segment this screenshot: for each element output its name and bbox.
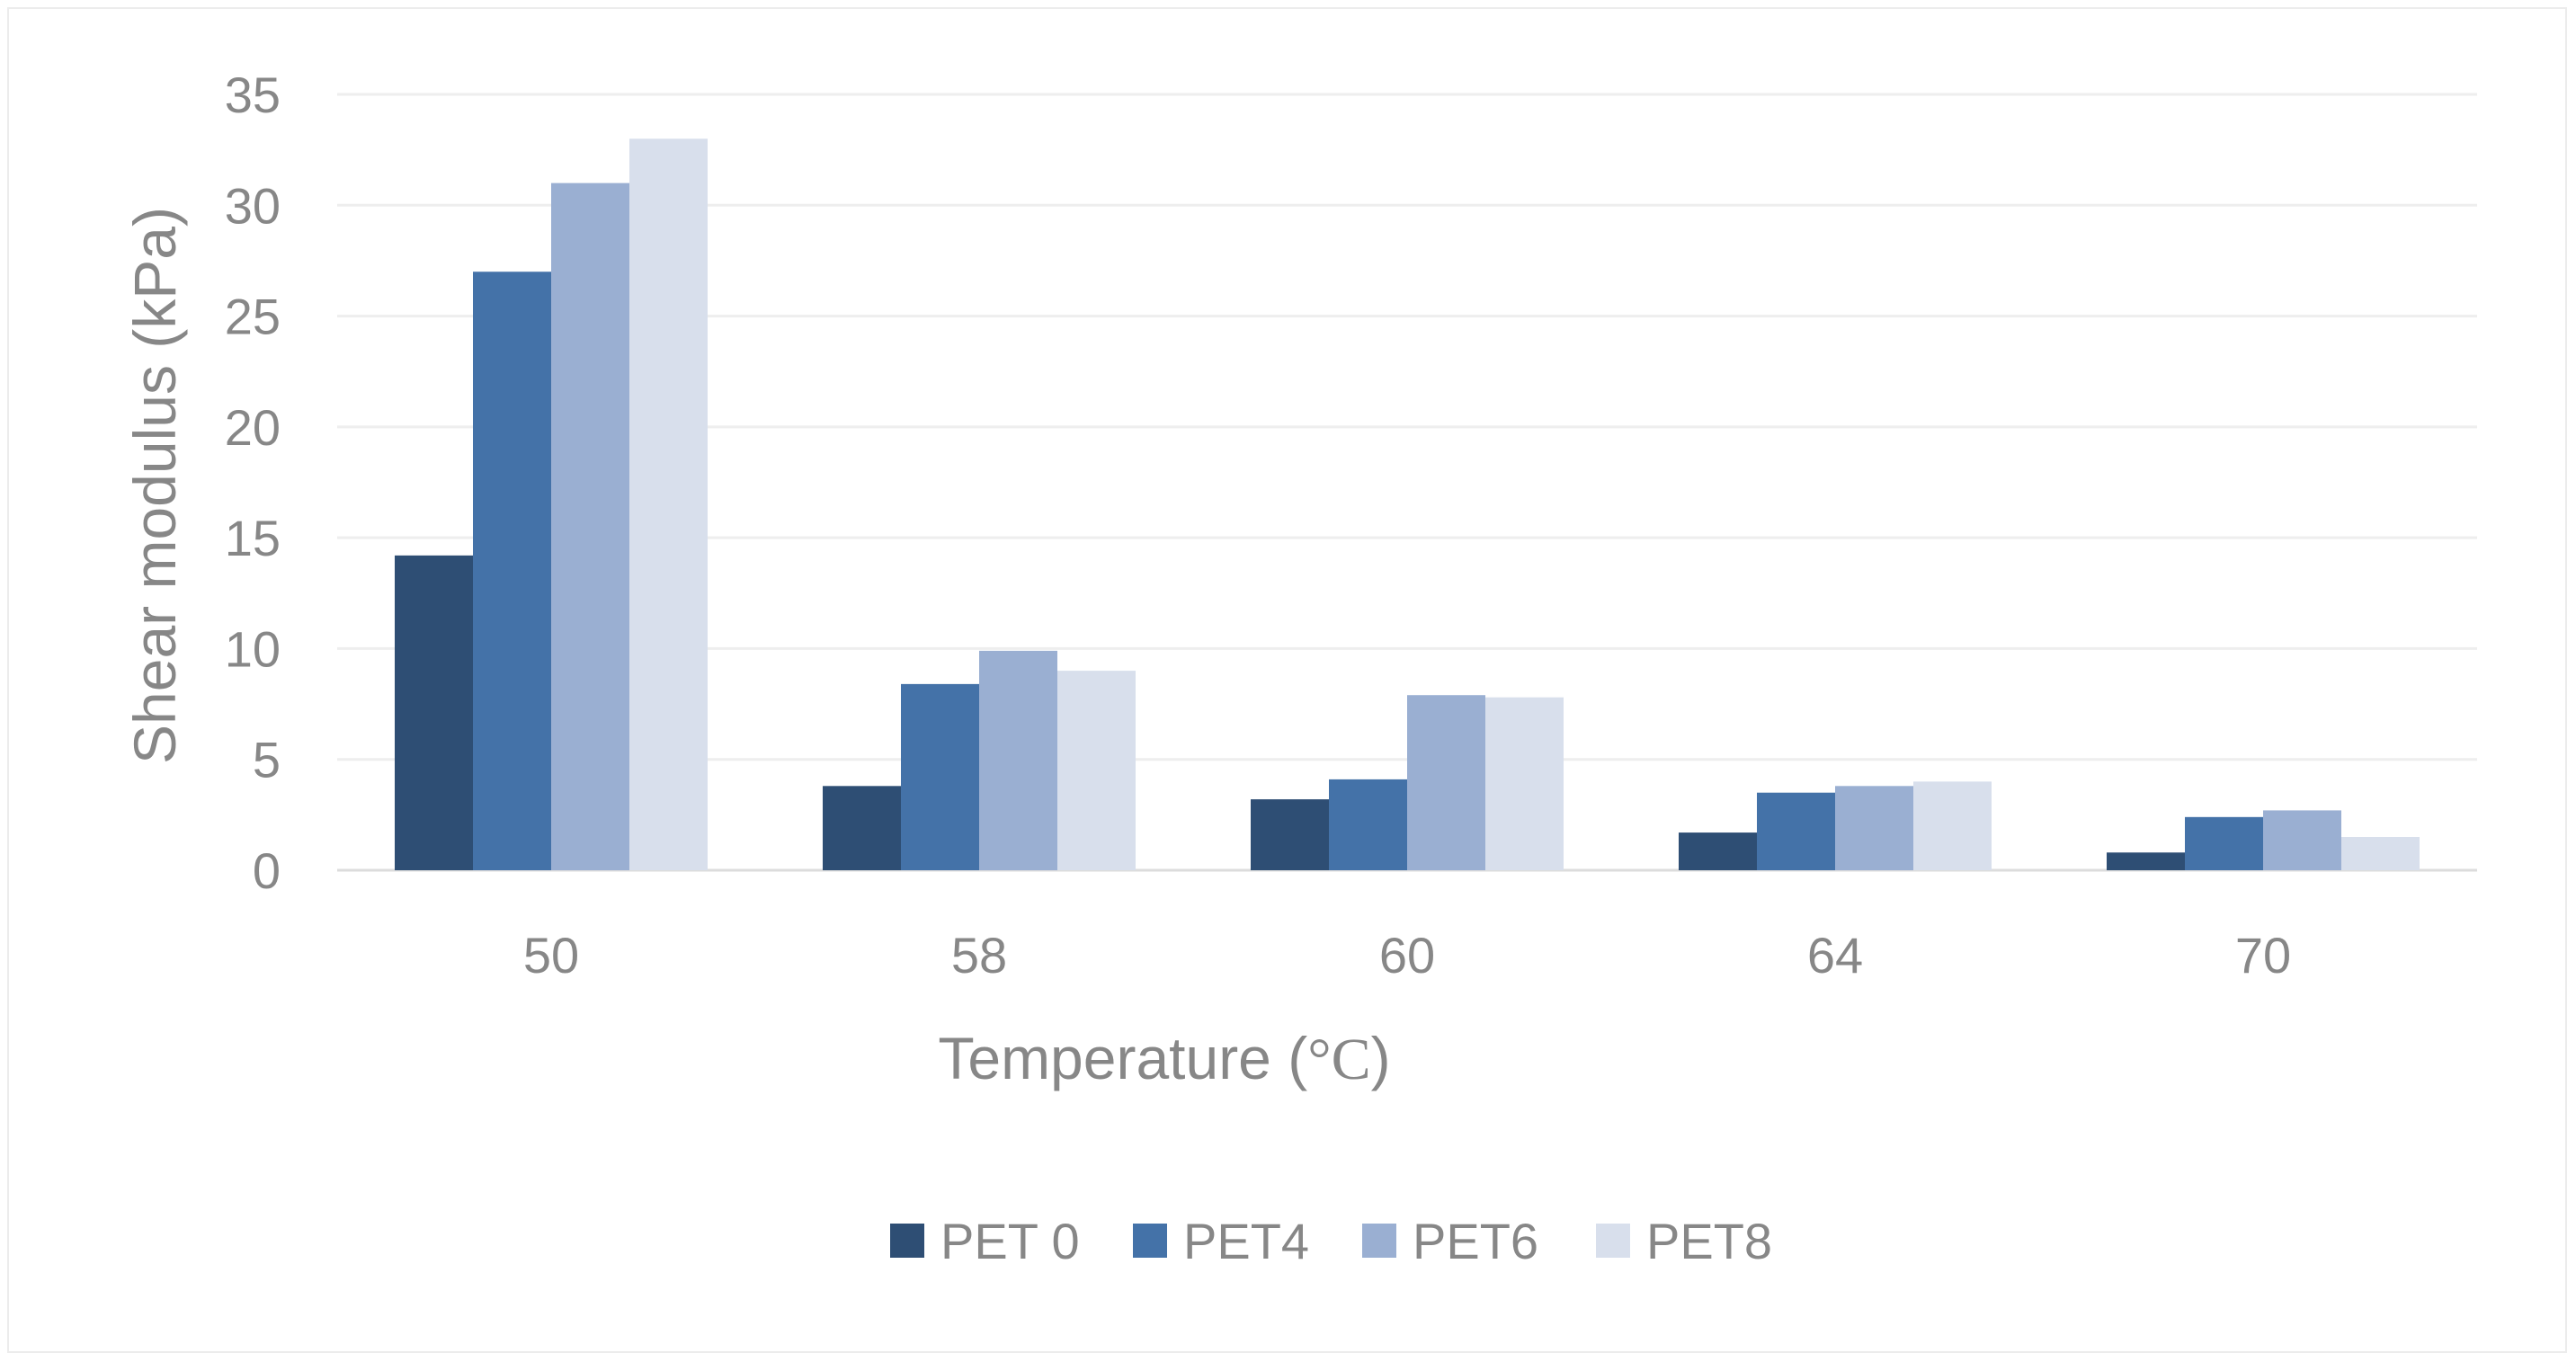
bar-pet0-58 — [823, 786, 901, 870]
bar-pet6-70 — [2263, 810, 2341, 870]
bar-pet0-60 — [1251, 799, 1329, 870]
x-axis-title: Temperature (°C) — [938, 1025, 1390, 1092]
y-tick-label: 25 — [225, 289, 281, 345]
bar-pet0-70 — [2107, 852, 2185, 870]
bar-pet0-64 — [1679, 832, 1757, 870]
legend-swatch-pet8 — [1596, 1224, 1630, 1258]
bar-pet8-70 — [2341, 837, 2420, 870]
bar-pet8-58 — [1057, 671, 1136, 870]
x-axis-ticks: 50 58 60 64 70 — [523, 927, 2291, 984]
y-tick-label: 5 — [253, 732, 281, 788]
y-tick-label: 20 — [225, 399, 281, 456]
bar-pet8-50 — [629, 138, 708, 871]
x-tick-label: 64 — [1807, 927, 1863, 984]
legend-label: PET 0 — [940, 1213, 1080, 1269]
legend-swatch-pet6 — [1362, 1224, 1396, 1258]
y-tick-label: 30 — [225, 177, 281, 234]
bar-pet6-60 — [1407, 695, 1485, 870]
y-tick-label: 35 — [225, 67, 281, 123]
legend-swatch-pet0 — [890, 1224, 924, 1258]
bar-pet4-60 — [1329, 779, 1407, 870]
x-tick-label: 60 — [1379, 927, 1435, 984]
bar-pet0-50 — [395, 555, 473, 870]
bar-pet6-50 — [551, 182, 629, 871]
x-tick-label: 58 — [951, 927, 1007, 984]
y-tick-label: 0 — [253, 842, 281, 899]
legend-label: PET8 — [1646, 1213, 1772, 1269]
bar-pet4-64 — [1757, 792, 1835, 870]
x-tick-label: 70 — [2235, 927, 2291, 984]
x-tick-label: 50 — [523, 927, 579, 984]
y-tick-label: 10 — [225, 620, 281, 677]
bar-pet6-64 — [1835, 786, 1913, 870]
y-axis-ticks: 0 5 10 15 20 25 30 35 — [225, 67, 281, 899]
bar-pet4-70 — [2185, 816, 2263, 870]
bar-pet6-58 — [979, 650, 1057, 870]
bars — [395, 138, 2420, 871]
legend-label: PET6 — [1413, 1213, 1538, 1269]
bar-pet4-50 — [473, 272, 551, 870]
bar-pet8-64 — [1913, 781, 1992, 870]
bar-pet4-58 — [901, 683, 979, 870]
y-axis-title: Shear modulus (kPa) — [121, 207, 188, 764]
legend-label: PET4 — [1183, 1213, 1309, 1269]
bar-pet8-60 — [1485, 697, 1564, 870]
legend: PET 0 PET4 PET6 PET8 — [890, 1213, 1772, 1269]
y-tick-label: 15 — [225, 510, 281, 566]
legend-swatch-pet4 — [1133, 1224, 1167, 1258]
